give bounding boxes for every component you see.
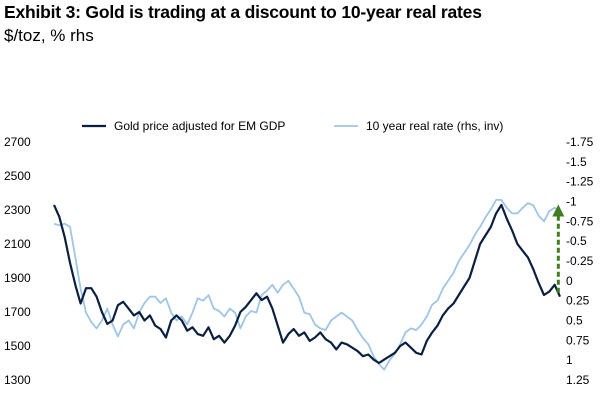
left-tick-label: 1500 bbox=[4, 339, 31, 353]
right-tick-label: 1 bbox=[566, 353, 573, 367]
left-tick-label: 1700 bbox=[4, 305, 31, 319]
right-tick-label: -0.75 bbox=[566, 214, 594, 228]
chart-title: Exhibit 3: Gold is trading at a discount… bbox=[4, 2, 482, 22]
left-tick-label: 1300 bbox=[4, 373, 31, 387]
right-tick-label: -1.25 bbox=[566, 175, 594, 189]
left-tick-label: 2100 bbox=[4, 237, 31, 251]
right-axis-ticks: -1.75 -1.5 -1.25 -1 -0.75 -0.5 -0.25 0 0.25 0.5 0.… bbox=[566, 135, 594, 387]
right-tick-label: 0 bbox=[566, 274, 573, 288]
right-tick-label: 1.25 bbox=[566, 373, 590, 387]
right-tick-label: 0.75 bbox=[566, 333, 590, 347]
left-tick-label: 2300 bbox=[4, 203, 31, 217]
right-tick-label: -0.25 bbox=[566, 254, 594, 268]
left-tick-label: 1900 bbox=[4, 271, 31, 285]
right-tick-label: 0.5 bbox=[566, 314, 583, 328]
legend: Gold price adjusted for EM GDP 10 year r… bbox=[82, 119, 503, 133]
right-tick-label: -1 bbox=[566, 195, 577, 209]
legend-label-gold: Gold price adjusted for EM GDP bbox=[114, 119, 285, 133]
series-line-real-rate bbox=[53, 198, 561, 371]
legend-label-real-rate: 10 year real rate (rhs, inv) bbox=[366, 119, 503, 133]
series-layer bbox=[52, 198, 562, 371]
right-tick-label: -1.75 bbox=[566, 135, 594, 149]
right-tick-label: 0.25 bbox=[566, 294, 590, 308]
left-tick-label: 2500 bbox=[4, 169, 31, 183]
left-tick-label: 2700 bbox=[4, 135, 31, 149]
right-tick-label: -0.5 bbox=[566, 234, 587, 248]
chart-subtitle: $/toz, % rhs bbox=[4, 26, 94, 45]
right-tick-label: -1.5 bbox=[566, 155, 587, 169]
left-axis-ticks: 1300 1500 1700 1900 2100 2300 2500 2700 bbox=[4, 135, 31, 387]
series-line-gold bbox=[52, 203, 562, 365]
arrow-head bbox=[552, 204, 565, 217]
annotation-layer bbox=[552, 204, 565, 293]
